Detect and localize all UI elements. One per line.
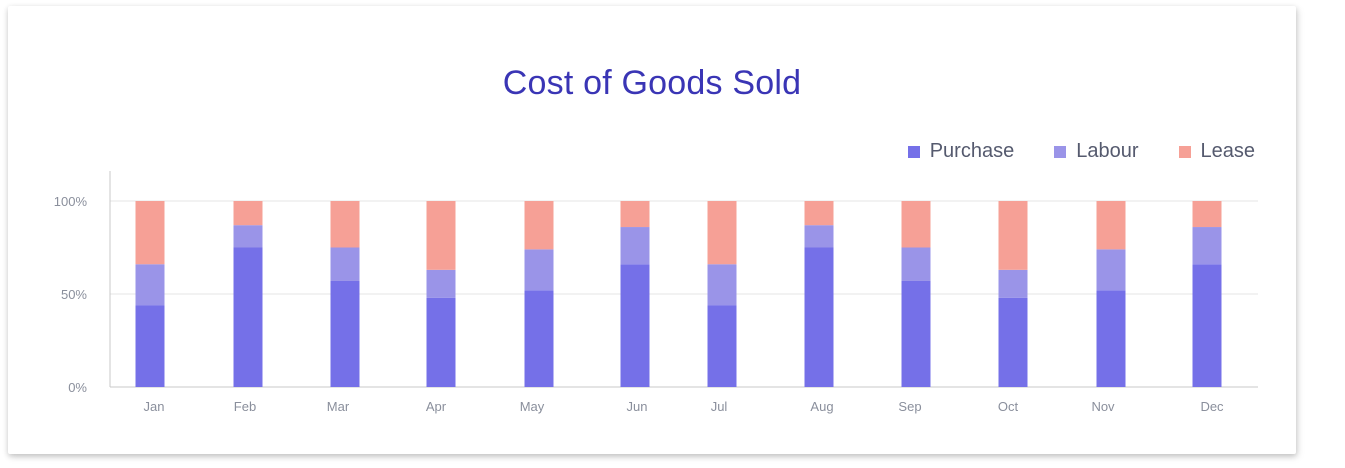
x-tick-label: Jun xyxy=(627,399,648,414)
legend-label-purchase: Purchase xyxy=(929,140,1015,162)
bar-labour-jul xyxy=(707,264,737,306)
bar-labour-mar xyxy=(330,247,360,281)
bar-labour-feb xyxy=(233,225,263,248)
bar-lease-jun xyxy=(620,201,650,228)
bar-labour-aug xyxy=(804,225,834,248)
legend-swatch-labour xyxy=(1054,145,1067,158)
legend-item-labour[interactable]: Labour xyxy=(1054,140,1139,163)
legend-label-lease: Lease xyxy=(1200,140,1256,162)
bar-purchase-dec xyxy=(1192,264,1222,387)
bar-labour-jan xyxy=(135,264,165,306)
bar-purchase-oct xyxy=(998,297,1028,387)
bar-purchase-nov xyxy=(1096,290,1126,387)
bar-lease-dec xyxy=(1192,201,1222,228)
bar-purchase-jul xyxy=(707,305,737,387)
x-tick-label: Oct xyxy=(998,399,1019,414)
legend-label-labour: Labour xyxy=(1076,140,1139,162)
bar-labour-jun xyxy=(620,227,650,265)
bar-lease-feb xyxy=(233,201,263,226)
x-tick-label: Aug xyxy=(810,399,833,414)
chart-legend: Purchase Labour Lease xyxy=(907,140,1256,163)
bar-purchase-may xyxy=(524,290,554,387)
bar-purchase-jan xyxy=(135,305,165,387)
x-tick-label: Mar xyxy=(327,399,350,414)
chart-card: Cost of Goods Sold Purchase Labour Lease xyxy=(8,6,1296,454)
bar-lease-jan xyxy=(135,201,165,265)
bar-labour-oct xyxy=(998,269,1028,298)
bar-lease-nov xyxy=(1096,201,1126,250)
legend-swatch-lease xyxy=(1178,145,1191,158)
bar-lease-apr xyxy=(426,201,456,270)
bar-lease-mar xyxy=(330,201,360,248)
y-tick-label: 100% xyxy=(54,194,88,209)
bar-purchase-sep xyxy=(901,280,931,387)
legend-swatch-purchase xyxy=(907,145,920,158)
x-tick-label: May xyxy=(520,399,545,414)
chart-title: Cost of Goods Sold xyxy=(502,64,802,102)
bar-purchase-feb xyxy=(233,247,263,387)
bar-purchase-apr xyxy=(426,297,456,387)
bar-lease-may xyxy=(524,201,554,250)
legend-item-purchase[interactable]: Purchase xyxy=(907,140,1015,163)
x-tick-label: Jul xyxy=(711,399,728,414)
bar-labour-may xyxy=(524,249,554,291)
x-tick-label: Dec xyxy=(1200,399,1224,414)
x-tick-label: Feb xyxy=(234,399,256,414)
y-tick-label: 50% xyxy=(61,287,87,302)
legend-item-lease[interactable]: Lease xyxy=(1178,140,1256,163)
bar-purchase-aug xyxy=(804,247,834,387)
x-tick-label: Sep xyxy=(898,399,921,414)
bar-purchase-mar xyxy=(330,280,360,387)
bar-labour-dec xyxy=(1192,227,1222,265)
y-tick-label: 0% xyxy=(68,380,87,395)
bar-lease-oct xyxy=(998,201,1028,270)
x-tick-label: Jan xyxy=(144,399,165,414)
bar-lease-sep xyxy=(901,201,931,248)
bar-lease-aug xyxy=(804,201,834,226)
x-tick-label: Apr xyxy=(426,399,447,414)
bar-labour-apr xyxy=(426,269,456,298)
bar-purchase-jun xyxy=(620,264,650,387)
bar-lease-jul xyxy=(707,201,737,265)
x-tick-label: Nov xyxy=(1091,399,1115,414)
bar-labour-nov xyxy=(1096,249,1126,291)
bar-labour-sep xyxy=(901,247,931,281)
